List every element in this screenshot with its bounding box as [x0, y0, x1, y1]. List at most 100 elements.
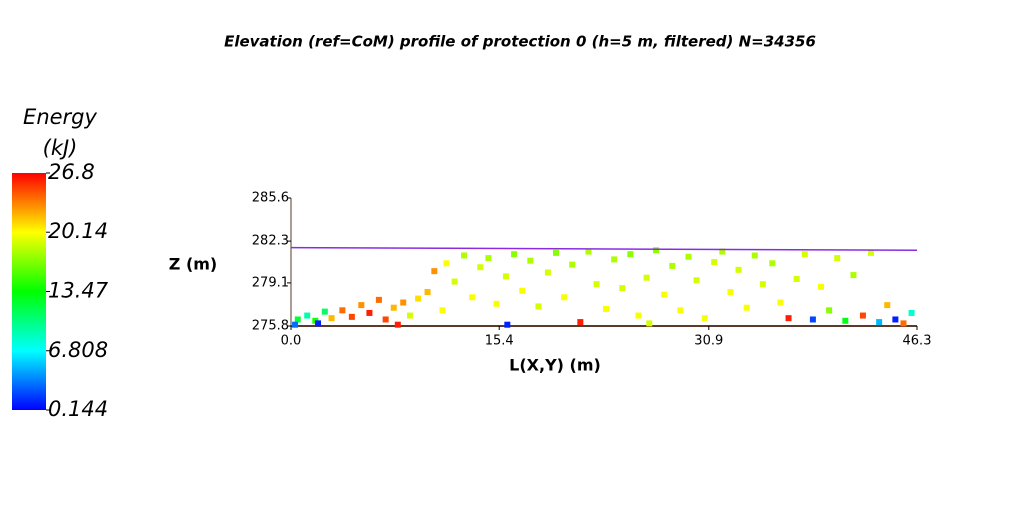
point: [834, 255, 841, 262]
point: [439, 307, 446, 314]
point: [908, 309, 915, 316]
point: [751, 252, 758, 259]
colorbar: [12, 173, 46, 410]
x-tick-label: 46.3: [903, 334, 932, 349]
point: [328, 315, 335, 322]
point: [842, 317, 849, 324]
x-tick-label: 15.4: [485, 334, 514, 349]
y-axis-label: Z (m): [169, 255, 217, 274]
point: [502, 273, 509, 280]
point: [643, 274, 650, 281]
point: [777, 299, 784, 306]
point: [415, 295, 422, 302]
point: [477, 264, 484, 271]
point: [727, 289, 734, 296]
point: [711, 259, 718, 265]
point: [719, 248, 726, 255]
y-tick-label: 275.8: [252, 319, 289, 334]
point: [785, 315, 792, 322]
point: [485, 255, 492, 262]
point: [527, 257, 534, 264]
y-tick-label: 282.3: [252, 234, 289, 249]
point: [504, 321, 511, 328]
colorbar-title: Energy: [23, 105, 97, 129]
y-tick-label: 285.6: [252, 191, 289, 206]
chart-title: Elevation (ref=CoM) profile of protectio…: [224, 33, 816, 51]
point: [635, 312, 642, 319]
point: [892, 316, 899, 323]
colorbar-tick-label: 6.808: [48, 338, 108, 362]
point: [611, 256, 618, 263]
point: [661, 291, 668, 298]
point: [627, 251, 634, 258]
point: [366, 309, 373, 316]
point: [876, 319, 883, 326]
point: [358, 302, 365, 309]
x-axis-label: L(X,Y) (m): [509, 356, 601, 375]
point: [743, 304, 750, 311]
point: [868, 249, 875, 256]
point: [400, 299, 407, 306]
x-tick-label: 0.0: [281, 334, 302, 349]
colorbar-title: (kJ): [43, 136, 78, 160]
point: [553, 249, 560, 256]
point: [469, 294, 476, 301]
point: [382, 316, 389, 323]
point: [701, 315, 708, 322]
point: [394, 321, 401, 328]
point: [493, 300, 500, 307]
point: [375, 296, 382, 303]
reference-line: [290, 246, 918, 251]
point: [443, 260, 450, 267]
point: [461, 252, 468, 259]
point: [859, 312, 866, 319]
point: [818, 283, 825, 290]
point: [759, 281, 766, 288]
point: [801, 251, 808, 258]
point: [519, 287, 526, 294]
point: [304, 312, 311, 319]
point: [292, 321, 299, 328]
colorbar-tick-label: 13.47: [48, 279, 109, 303]
point: [321, 308, 328, 315]
point: [348, 313, 355, 320]
point: [577, 319, 584, 326]
colorbar-tick-label: 0.144: [48, 397, 108, 421]
point: [406, 312, 413, 319]
point: [390, 304, 397, 311]
point: [793, 275, 800, 282]
point: [511, 251, 518, 258]
point: [535, 303, 542, 310]
point: [809, 316, 816, 323]
point: [339, 307, 346, 314]
point: [603, 306, 610, 313]
point: [826, 307, 833, 314]
point: [685, 253, 692, 260]
point: [735, 266, 742, 273]
point: [585, 248, 592, 255]
point: [569, 261, 576, 268]
point: [593, 281, 600, 288]
y-tick-label: 279.1: [252, 275, 289, 290]
colorbar-tick-label: 20.14: [48, 219, 108, 243]
x-tick-label: 30.9: [694, 334, 723, 349]
point: [431, 268, 438, 275]
point: [294, 316, 301, 323]
point: [677, 307, 684, 314]
colorbar-tick-label: 26.8: [48, 160, 95, 184]
point: [669, 262, 676, 269]
point: [693, 277, 700, 284]
point: [424, 289, 431, 296]
point: [315, 320, 322, 327]
point: [769, 260, 776, 267]
point: [850, 272, 857, 279]
point: [561, 294, 568, 301]
point: [544, 269, 551, 276]
point: [646, 320, 653, 327]
point: [900, 320, 907, 327]
point: [451, 278, 458, 285]
point: [619, 285, 626, 292]
point: [653, 247, 660, 254]
point: [884, 302, 891, 309]
